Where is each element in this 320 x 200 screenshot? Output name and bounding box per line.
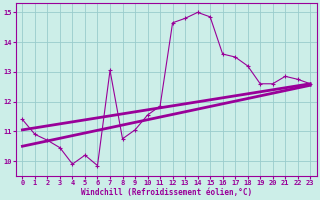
X-axis label: Windchill (Refroidissement éolien,°C): Windchill (Refroidissement éolien,°C) bbox=[81, 188, 252, 197]
